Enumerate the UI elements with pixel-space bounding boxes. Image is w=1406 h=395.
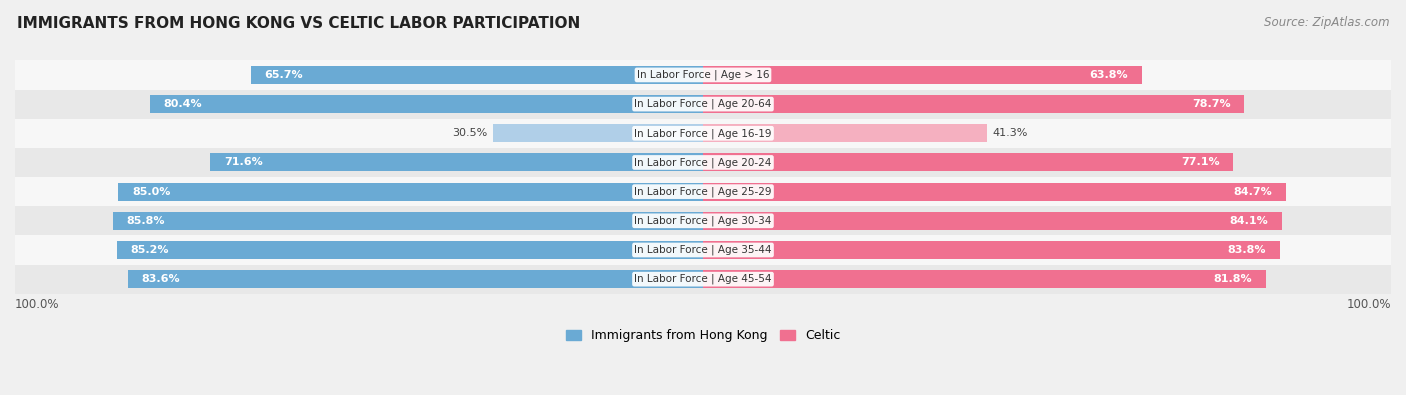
Text: In Labor Force | Age 35-44: In Labor Force | Age 35-44 [634, 245, 772, 255]
Bar [128, 270, 703, 288]
Bar [15, 60, 1391, 90]
Text: 63.8%: 63.8% [1090, 70, 1128, 80]
Text: In Labor Force | Age 30-34: In Labor Force | Age 30-34 [634, 216, 772, 226]
Bar [117, 241, 703, 259]
Text: 80.4%: 80.4% [163, 99, 202, 109]
Text: In Labor Force | Age > 16: In Labor Force | Age > 16 [637, 70, 769, 80]
Bar [15, 90, 1391, 118]
Text: 100.0%: 100.0% [1347, 298, 1391, 311]
Bar [252, 66, 703, 84]
Text: 71.6%: 71.6% [224, 158, 263, 167]
Text: 85.8%: 85.8% [127, 216, 165, 226]
Bar [15, 265, 1391, 294]
Text: 77.1%: 77.1% [1181, 158, 1219, 167]
Bar [15, 148, 1391, 177]
Text: Source: ZipAtlas.com: Source: ZipAtlas.com [1264, 16, 1389, 29]
Bar [703, 182, 1285, 201]
Text: 84.1%: 84.1% [1229, 216, 1268, 226]
Text: 65.7%: 65.7% [264, 70, 304, 80]
Bar [211, 153, 703, 171]
Text: In Labor Force | Age 20-64: In Labor Force | Age 20-64 [634, 99, 772, 109]
Bar [703, 270, 1265, 288]
Text: In Labor Force | Age 16-19: In Labor Force | Age 16-19 [634, 128, 772, 139]
Bar [703, 66, 1142, 84]
Bar [15, 177, 1391, 206]
Bar [703, 241, 1279, 259]
Bar [703, 95, 1244, 113]
Bar [118, 182, 703, 201]
Bar [112, 212, 703, 230]
Text: 100.0%: 100.0% [15, 298, 59, 311]
Text: 85.2%: 85.2% [131, 245, 169, 255]
Text: 84.7%: 84.7% [1233, 186, 1272, 197]
Bar [15, 206, 1391, 235]
Text: 81.8%: 81.8% [1213, 274, 1251, 284]
Bar [703, 153, 1233, 171]
Text: 83.6%: 83.6% [142, 274, 180, 284]
Bar [15, 235, 1391, 265]
Text: 78.7%: 78.7% [1192, 99, 1230, 109]
Text: 83.8%: 83.8% [1227, 245, 1265, 255]
Bar [703, 212, 1282, 230]
Legend: Immigrants from Hong Kong, Celtic: Immigrants from Hong Kong, Celtic [561, 324, 845, 347]
Text: In Labor Force | Age 45-54: In Labor Force | Age 45-54 [634, 274, 772, 284]
Text: 85.0%: 85.0% [132, 186, 170, 197]
Text: 30.5%: 30.5% [453, 128, 488, 138]
Text: IMMIGRANTS FROM HONG KONG VS CELTIC LABOR PARTICIPATION: IMMIGRANTS FROM HONG KONG VS CELTIC LABO… [17, 16, 581, 31]
Text: In Labor Force | Age 20-24: In Labor Force | Age 20-24 [634, 157, 772, 168]
Bar [494, 124, 703, 142]
Bar [150, 95, 703, 113]
Bar [703, 124, 987, 142]
Text: 41.3%: 41.3% [993, 128, 1028, 138]
Bar [15, 118, 1391, 148]
Text: In Labor Force | Age 25-29: In Labor Force | Age 25-29 [634, 186, 772, 197]
